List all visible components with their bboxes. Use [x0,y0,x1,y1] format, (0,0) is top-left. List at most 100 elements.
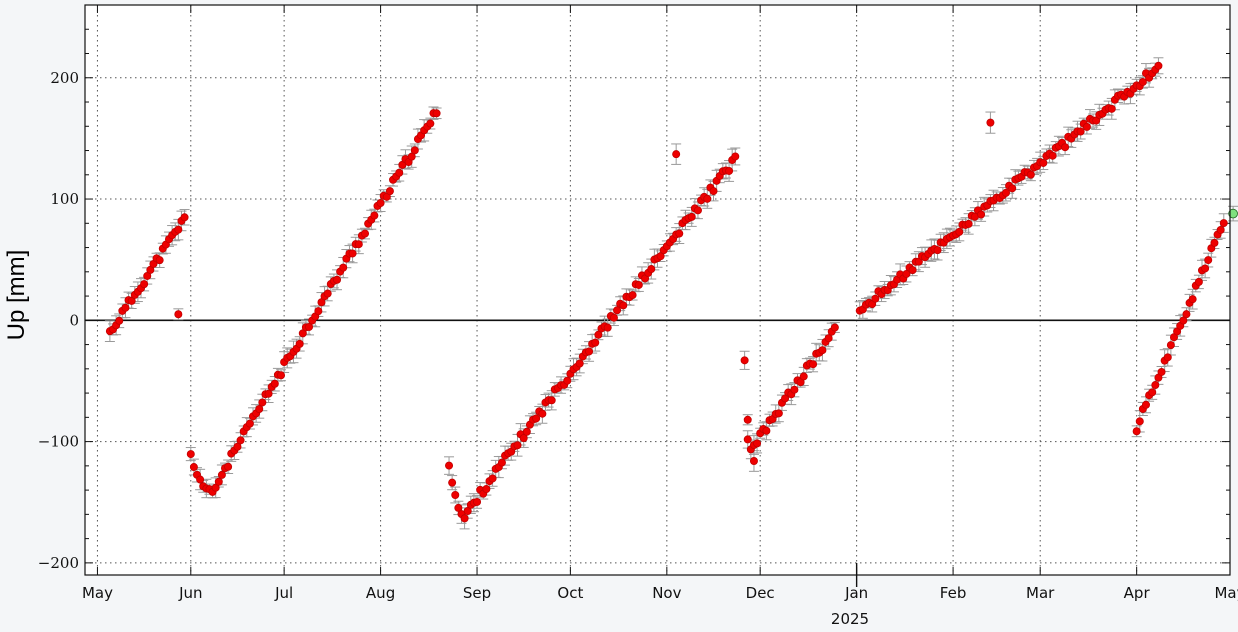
data-point [818,346,827,355]
data-point [1026,170,1035,179]
data-point [305,322,314,331]
data-point [1216,225,1225,234]
data-point [189,463,198,472]
data-point [522,427,531,436]
data-point [753,439,762,448]
x-tick-label: Mar [1026,584,1055,602]
data-point [603,323,612,332]
data-point [871,294,880,303]
data-point [407,152,416,161]
x-tick-label: Dec [746,584,775,602]
data-point [255,405,264,414]
data-point [258,398,267,407]
data-point [731,152,740,161]
data-point [1048,151,1057,160]
data-point [1204,256,1213,265]
data-point [585,347,594,356]
data-point [1179,316,1188,325]
data-point [594,330,603,339]
x-tick-label: Jul [274,584,293,602]
data-point [830,323,839,332]
data-point [473,497,482,506]
data-point [410,146,419,155]
data-point [1082,122,1091,131]
data-point [532,414,541,423]
data-point [233,442,242,451]
data-point [1001,188,1010,197]
data-point [575,359,584,368]
data-point [1182,310,1191,319]
data-point [454,503,463,512]
data-point [824,334,833,343]
data-point [333,275,342,284]
data-point [609,313,618,322]
data-point [115,316,124,325]
data-point [774,409,783,418]
data-point [426,119,435,128]
data-point [538,409,547,418]
data-point [186,450,195,459]
data-point [121,303,130,312]
data-point [140,280,149,289]
x-tick-label: Sep [463,584,491,602]
data-point [799,372,808,381]
data-point [513,441,522,450]
data-point [709,187,718,196]
data-point [809,360,818,369]
data-point [385,187,394,196]
data-point [1157,367,1166,376]
data-point [264,389,273,398]
data-point [295,339,304,348]
data-point [196,475,205,484]
y-tick-label: 200 [50,69,79,87]
x-tick-label: Feb [940,584,967,602]
data-point [339,263,348,272]
data-point [628,291,637,300]
data-point [634,280,643,289]
data-point [647,265,656,274]
data-point [1039,158,1048,167]
data-point [693,206,702,215]
data-point [214,477,223,486]
x-tick-label: Jan [844,584,868,602]
y-tick-label: 0 [69,311,79,329]
data-point [762,426,771,435]
data-point [1163,353,1172,362]
data-point [448,478,457,487]
data-point [1201,264,1210,273]
data-point [1154,61,1163,70]
data-point [445,461,454,470]
data-point [964,219,973,228]
data-point [908,266,917,275]
data-point [451,490,460,499]
data-point [1141,400,1150,409]
x-tick-label: May [1214,584,1238,602]
data-point [277,371,286,380]
data-point [155,256,164,265]
data-point [1219,219,1228,228]
data-point [497,458,506,467]
data-point [613,306,622,315]
data-point [743,415,752,424]
data-point [619,301,628,310]
data-point [1151,381,1160,390]
data-point [591,338,600,347]
data-points [105,61,1238,523]
x-tick-label: May [82,584,113,602]
data-point [547,396,556,405]
data-point [1008,184,1017,193]
data-point [955,227,964,236]
data-point [217,470,226,479]
data-point [370,211,379,220]
data-point [323,289,332,298]
x-tick-label: Oct [557,584,583,602]
data-point [743,435,752,444]
data-point [432,109,441,118]
data-point [1061,143,1070,152]
data-point [314,307,323,316]
y-tick-label: −200 [38,554,79,572]
data-point [174,310,183,319]
y-tick-label: 100 [50,190,79,208]
data-point [977,210,986,219]
data-point [1135,417,1144,426]
